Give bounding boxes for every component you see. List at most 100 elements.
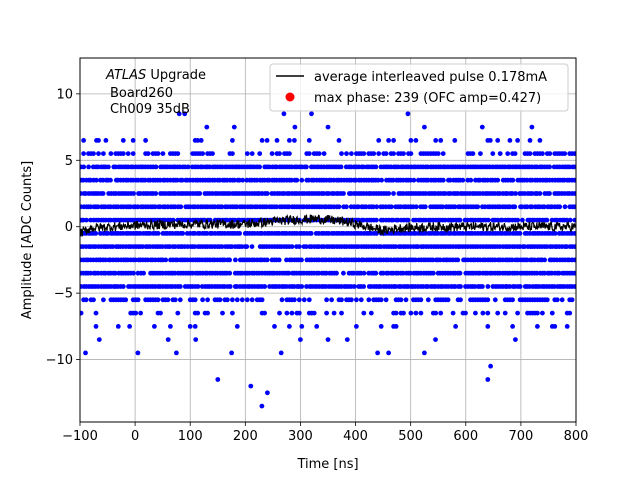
scatter-point — [262, 310, 267, 316]
scatter-point — [229, 350, 235, 356]
scatter-point — [309, 111, 314, 117]
scatter-point — [468, 177, 474, 183]
scatter-point — [408, 177, 413, 183]
scatter-point — [127, 324, 132, 329]
scatter-point — [413, 257, 418, 263]
scatter-point — [475, 204, 481, 210]
scatter-point — [458, 284, 463, 289]
scatter-point — [140, 244, 146, 250]
scatter-point — [298, 337, 303, 342]
scatter-point — [182, 111, 188, 117]
scatter-point — [544, 297, 550, 303]
scatter-point — [361, 270, 367, 276]
scatter-point — [390, 177, 396, 183]
scatter-point — [529, 191, 535, 196]
scatter-point — [120, 284, 126, 289]
scatter-point — [529, 204, 535, 210]
scatter-point — [187, 324, 193, 329]
scatter-point — [572, 257, 576, 263]
scatter-point — [360, 164, 366, 170]
x-tick-label: 0 — [131, 429, 139, 444]
pulse-series — [80, 214, 576, 237]
scatter-point — [276, 257, 282, 263]
scatter-point — [244, 244, 250, 250]
scatter-point — [422, 350, 427, 356]
pulse-line — [80, 214, 576, 237]
scatter-point — [537, 191, 543, 196]
scatter-point — [375, 350, 380, 356]
scatter-point — [572, 231, 576, 236]
scatter-point — [244, 297, 250, 303]
scatter-point — [391, 191, 396, 196]
scatter-point — [497, 151, 503, 157]
scatter-point — [452, 138, 458, 143]
scatter-point — [564, 244, 570, 250]
scatter-point — [395, 217, 401, 223]
x-tick-label: 800 — [564, 429, 589, 444]
scatter-point — [174, 350, 179, 356]
scatter-point — [131, 270, 136, 276]
scatter-point — [440, 177, 446, 183]
scatter-point — [458, 297, 463, 303]
scatter-point — [287, 151, 292, 157]
scatter-point — [93, 310, 99, 316]
scatter-point — [403, 297, 409, 303]
scatter-point — [237, 231, 243, 236]
scatter-point — [386, 191, 392, 196]
scatter-point — [541, 204, 547, 210]
scatter-point — [349, 297, 354, 303]
scatter-point — [175, 310, 181, 316]
scatter-point — [422, 124, 427, 130]
y-tick-label: 0 — [65, 220, 73, 235]
scatter-point — [239, 244, 245, 250]
scatter-point — [96, 151, 101, 157]
scatter-point — [233, 257, 238, 263]
scatter-point — [81, 164, 87, 170]
scatter-point — [572, 204, 576, 210]
scatter-point — [378, 324, 384, 329]
scatter-point — [133, 310, 139, 316]
scatter-point — [259, 297, 265, 303]
scatter-point — [155, 297, 161, 303]
scatter-point — [344, 337, 350, 342]
scatter-point — [400, 270, 406, 276]
scatter-point — [457, 270, 463, 276]
scatter-point — [234, 297, 240, 303]
scatter-point — [147, 231, 153, 236]
scatter-point — [361, 284, 366, 289]
scatter-point — [572, 151, 576, 156]
scatter-point — [299, 177, 305, 183]
scatter-point — [453, 324, 458, 329]
scatter-point — [413, 138, 419, 143]
legend-dot-marker — [285, 92, 295, 102]
scatter-point — [485, 377, 491, 382]
scatter-point — [294, 177, 300, 183]
scatter-point — [492, 297, 498, 303]
scatter-point — [193, 337, 199, 342]
scatter-point — [174, 257, 180, 263]
scatter-point — [84, 217, 89, 223]
scatter-point — [292, 124, 298, 130]
x-tick-label: −100 — [62, 429, 98, 444]
scatter-point — [292, 297, 297, 303]
scatter-point — [103, 138, 109, 143]
scatter-point — [339, 310, 344, 316]
scatter-point — [447, 191, 453, 196]
scatter-point — [438, 310, 444, 316]
scatter-point — [257, 151, 263, 157]
scatter-point — [289, 310, 295, 316]
scatter-point — [470, 151, 476, 157]
scatter-point — [195, 284, 201, 289]
scatter-point — [567, 217, 573, 223]
scatter-point — [386, 350, 391, 356]
annotation-italic: ATLAS — [105, 68, 146, 83]
scatter-point — [352, 284, 357, 289]
scatter-point — [168, 324, 173, 329]
scatter-point — [366, 297, 372, 303]
scatter-point — [485, 297, 491, 303]
scatter-point — [225, 297, 230, 303]
scatter-point — [207, 164, 213, 170]
scatter-point — [509, 191, 515, 196]
scatter-point — [507, 138, 513, 143]
scatter-point — [567, 310, 573, 316]
